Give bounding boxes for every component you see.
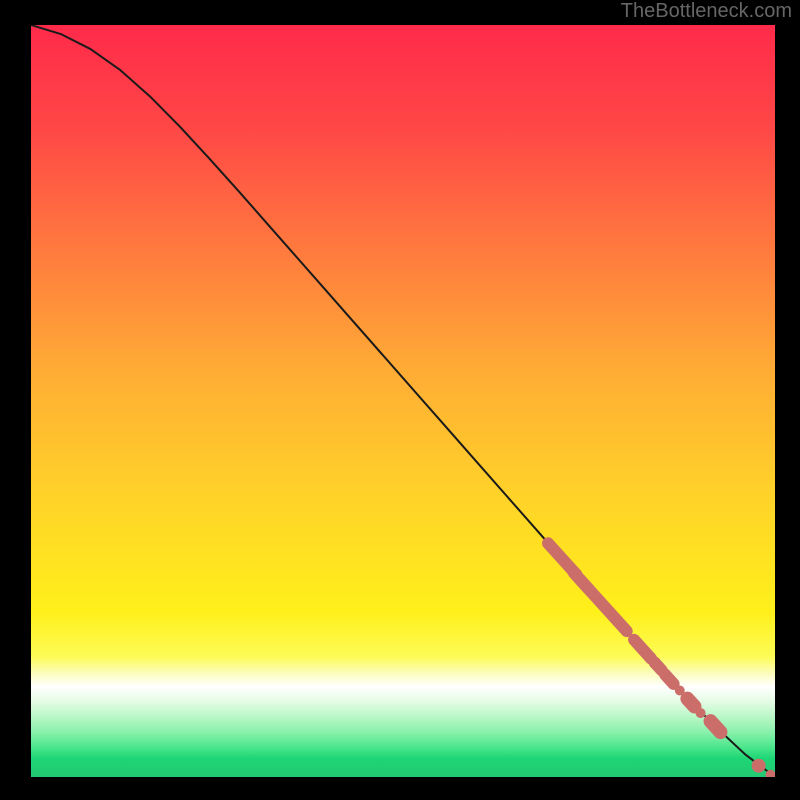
gradient-background bbox=[31, 25, 775, 777]
canvas: TheBottleneck.com bbox=[0, 0, 800, 800]
attribution-text: TheBottleneck.com bbox=[621, 0, 792, 23]
plot-area bbox=[31, 25, 775, 777]
